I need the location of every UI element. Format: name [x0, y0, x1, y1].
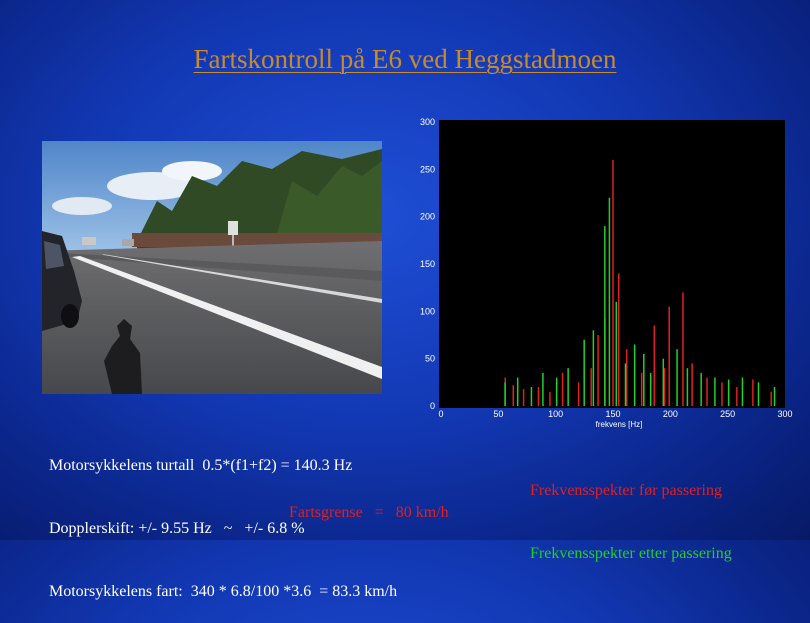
y-tick-label: 100 [420, 306, 435, 316]
legend-before-passing: Frekvensspekter før passering [530, 482, 722, 499]
x-tick-label: 300 [777, 409, 792, 419]
x-tick-label: 200 [663, 409, 678, 419]
speed-result-line: Motorsykkelens fart: 340 * 6.8/100 *3.6 … [49, 583, 398, 600]
x-tick-label: 100 [548, 409, 563, 419]
y-tick-label: 300 [420, 118, 435, 127]
frequency-spectrum-chart: 0 50 100 150 200 250 300 0 50 100 150 200 250 300 fr… [405, 117, 800, 430]
series-after-passing [504, 197, 776, 406]
y-tick-label: 150 [420, 259, 435, 269]
x-tick-label: 150 [605, 409, 620, 419]
y-tick-label: 50 [425, 354, 435, 364]
y-tick-label: 0 [430, 401, 435, 411]
y-tick-label: 200 [420, 212, 435, 222]
slide-title: Fartskontroll på E6 ved Heggstadmoen [193, 44, 617, 74]
x-tick-label: 0 [438, 409, 443, 419]
legend-after-passing: Frekvensspekter etter passering [530, 545, 732, 562]
x-axis-label: frekvens [Hz] [596, 420, 643, 429]
series-before-passing [504, 159, 772, 406]
y-tick-label: 250 [420, 164, 435, 174]
doppler-shift-line: Dopplerskift: +/- 9.55 Hz ~ +/- 6.8 % [49, 520, 305, 537]
x-tick-label: 250 [720, 409, 735, 419]
legend: Frekvensspekter før passering Frekvenssp… [530, 438, 732, 585]
plot-area [439, 120, 785, 408]
x-tick-label: 50 [493, 409, 503, 419]
engine-rpm-line: Motorsykkelens turtall 0.5*(f1+f2) = 140… [49, 457, 353, 474]
motorway-photo [42, 141, 382, 394]
speed-limit-text: Fartsgrense = 80 km/h [289, 504, 449, 521]
